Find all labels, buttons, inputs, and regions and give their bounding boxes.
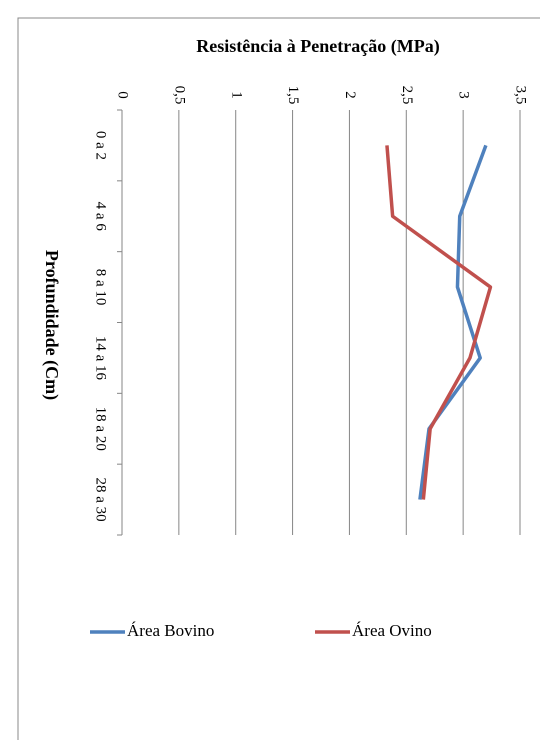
x-tick-label: 0 xyxy=(115,91,131,99)
x-tick-label: 1,5 xyxy=(285,86,301,105)
x-tick-label: 2,5 xyxy=(399,86,415,105)
axis-title: Profundidade (Cm) xyxy=(41,250,62,400)
y-tick-label: 4 a 6 xyxy=(93,202,109,232)
y-tick-label: 0 a 2 xyxy=(93,131,109,160)
y-tick-label: 18 a 20 xyxy=(93,407,109,451)
chart-title: Resistência à Penetração (MPa) xyxy=(196,36,439,57)
x-tick-label: 2 xyxy=(342,91,358,99)
x-tick-label: 0,5 xyxy=(171,86,187,105)
y-tick-label: 28 a 30 xyxy=(93,477,109,521)
legend-label: Área Bovino xyxy=(127,621,214,640)
y-tick-label: 14 a 16 xyxy=(93,336,109,381)
series-line xyxy=(385,145,493,500)
x-tick-label: 1 xyxy=(228,91,244,99)
x-tick-label: 3 xyxy=(456,91,472,99)
x-tick-label: 3,5 xyxy=(513,86,529,105)
legend-label: Área Ovino xyxy=(352,621,432,640)
frame xyxy=(17,17,540,745)
y-tick-label: 8 a 10 xyxy=(93,269,109,306)
